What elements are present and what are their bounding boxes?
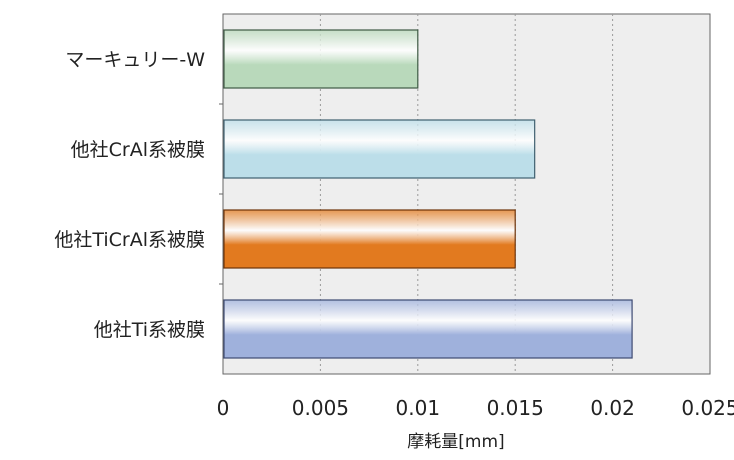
category-label: マーキュリー-W (65, 49, 205, 71)
x-tick-label: 0.01 (396, 396, 441, 420)
x-tick-labels: 0 0.005 0.01 0.015 0.02 0.025 (217, 396, 734, 420)
x-tick-label: 0 (217, 396, 230, 420)
bar-2 (223, 209, 516, 269)
bar-0 (223, 29, 419, 89)
bar-1 (223, 119, 536, 179)
x-tick-label: 0.025 (681, 396, 734, 420)
x-tick-label: 0.015 (487, 396, 544, 420)
x-tick-label: 0.02 (590, 396, 635, 420)
category-label: 他社Ti系被膜 (94, 319, 205, 341)
x-tick-label: 0.005 (292, 396, 349, 420)
x-axis-title: 摩耗量[mm] (407, 432, 504, 452)
category-label: 他社TiCrAl系被膜 (54, 229, 205, 251)
bar-3 (223, 299, 633, 359)
bars (223, 29, 633, 359)
category-label: 他社CrAl系被膜 (71, 139, 205, 161)
